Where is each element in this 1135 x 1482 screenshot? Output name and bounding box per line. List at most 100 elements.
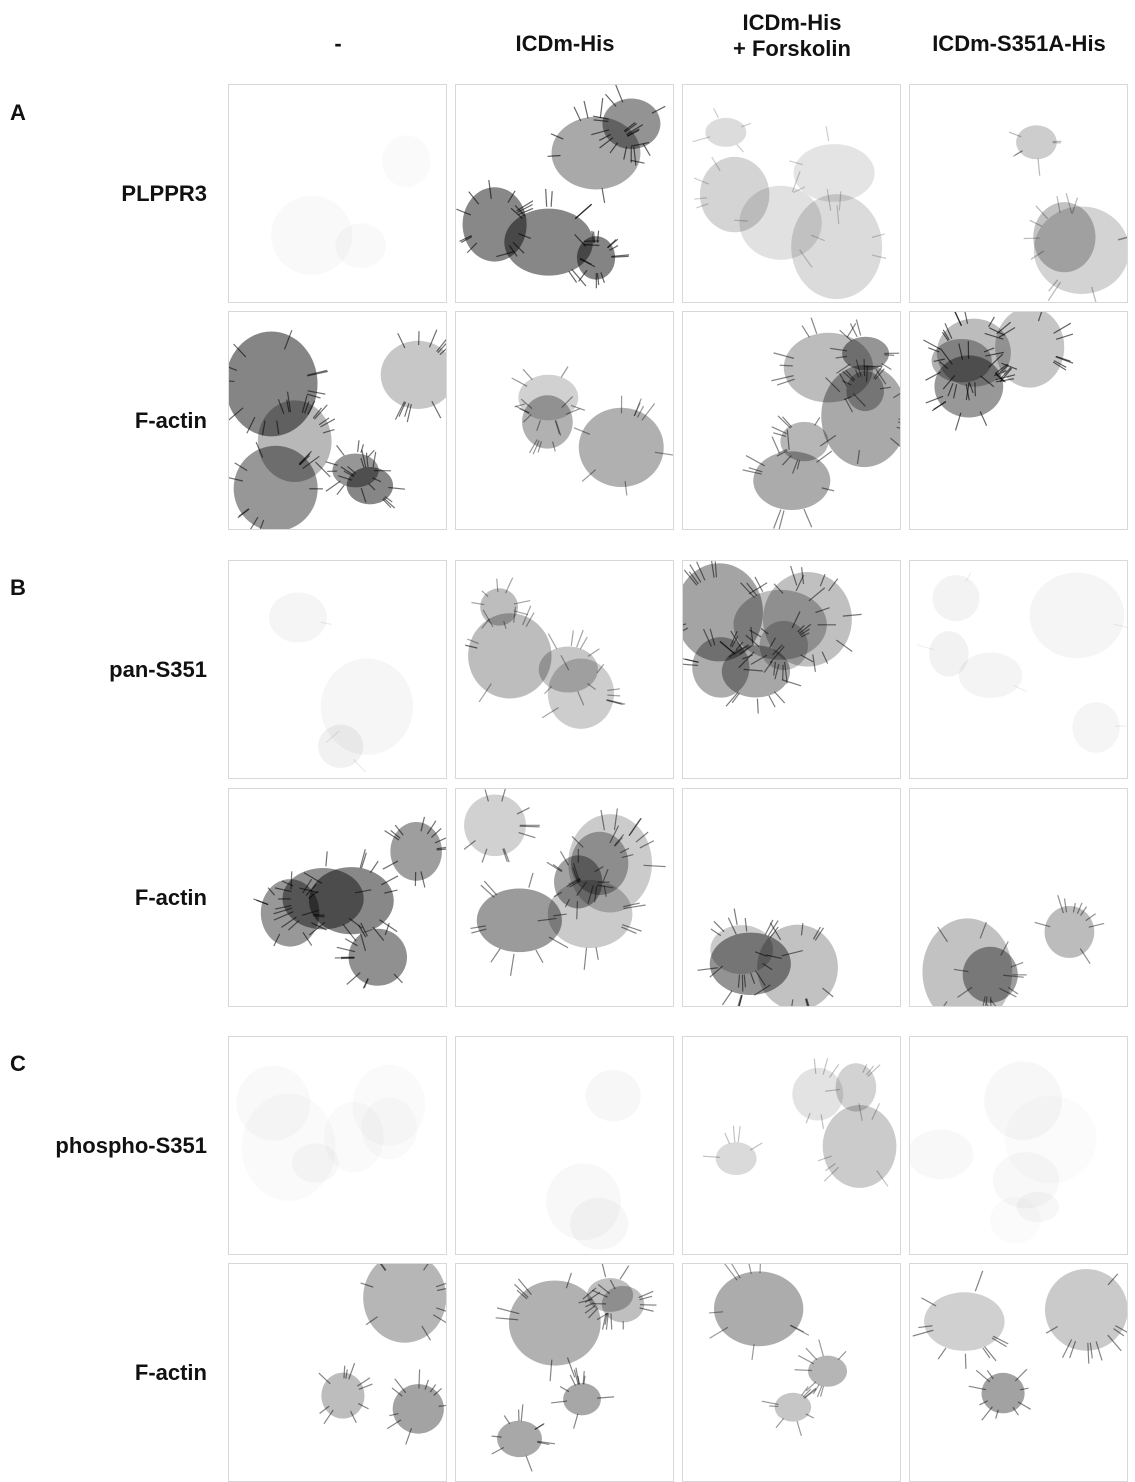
cell xyxy=(518,375,578,421)
filopodium xyxy=(492,1447,504,1454)
cell xyxy=(335,223,386,268)
filopodium xyxy=(1115,726,1126,727)
filopodium xyxy=(643,144,650,156)
filopodium xyxy=(693,137,710,142)
cell xyxy=(932,575,979,621)
filopodium xyxy=(838,1351,846,1359)
filopodium xyxy=(752,1344,754,1360)
micrograph xyxy=(228,788,447,1007)
cell xyxy=(509,1280,601,1365)
filopodium xyxy=(750,1143,762,1150)
micrograph xyxy=(455,84,674,303)
filopodium xyxy=(512,378,527,386)
filopodium xyxy=(765,920,773,935)
panel-letter: A xyxy=(10,100,26,126)
column-header: - xyxy=(228,31,448,57)
micrograph xyxy=(228,84,447,303)
filopodium xyxy=(746,456,765,466)
cell xyxy=(548,658,614,728)
micrograph-image xyxy=(910,85,1128,303)
filopodium xyxy=(722,991,732,1005)
filopodium xyxy=(737,145,744,153)
cell xyxy=(552,117,641,190)
micrograph xyxy=(682,84,901,303)
column-header: ICDm-His+ Forskolin xyxy=(682,10,902,62)
micrograph xyxy=(682,560,901,779)
filopodium xyxy=(776,1418,784,1427)
filopodium xyxy=(535,1423,545,1429)
filopodium xyxy=(734,220,747,221)
cell xyxy=(780,422,828,461)
filopodium xyxy=(584,948,586,970)
filopodium xyxy=(368,450,374,457)
filopodium xyxy=(975,1271,982,1292)
cell xyxy=(242,1094,336,1201)
micrograph-image xyxy=(683,1037,901,1255)
filopodium xyxy=(523,369,532,379)
filopodium xyxy=(772,437,779,453)
cell xyxy=(910,1129,973,1179)
filopodium xyxy=(769,696,775,708)
row-label: PLPPR3 xyxy=(121,181,207,207)
cell xyxy=(1017,1192,1060,1223)
filopodium xyxy=(326,851,327,866)
filopodium xyxy=(481,885,494,897)
filopodium xyxy=(714,108,719,117)
filopodium xyxy=(725,1133,730,1144)
micrograph-image xyxy=(229,1037,447,1255)
cell xyxy=(792,1068,843,1121)
filopodium xyxy=(580,637,587,649)
cell xyxy=(692,637,749,698)
cell xyxy=(924,1292,1005,1351)
filopodium xyxy=(982,1407,993,1421)
filopodium xyxy=(733,1126,734,1143)
micrograph xyxy=(455,560,674,779)
cell xyxy=(932,339,992,383)
micrograph-image xyxy=(910,1264,1128,1482)
cell xyxy=(1045,906,1095,958)
row-label: F-actin xyxy=(135,1360,207,1386)
cell xyxy=(1030,573,1125,659)
micrograph-image xyxy=(910,789,1128,1007)
panel-letter: C xyxy=(10,1051,26,1077)
micrograph xyxy=(455,311,674,530)
filopodium xyxy=(731,1264,741,1278)
micrograph-image xyxy=(683,85,901,303)
filopodium xyxy=(607,695,620,696)
row-label: F-actin xyxy=(135,885,207,911)
filopodium xyxy=(774,692,784,703)
filopodium xyxy=(337,485,344,495)
micrograph xyxy=(228,1036,447,1255)
micrograph-image xyxy=(683,1264,901,1482)
cell xyxy=(321,658,413,755)
filopodium xyxy=(584,101,588,118)
filopodium xyxy=(602,188,605,203)
filopodium xyxy=(353,759,365,772)
filopodium xyxy=(326,481,340,491)
cell xyxy=(794,144,875,202)
filopodium xyxy=(575,204,591,218)
filopodium xyxy=(798,1355,814,1363)
cell xyxy=(784,333,873,403)
filopodium xyxy=(811,318,817,334)
filopodium xyxy=(571,631,573,646)
filopodium xyxy=(802,326,809,338)
cell xyxy=(269,592,327,642)
cell xyxy=(739,186,821,260)
micrograph xyxy=(909,84,1128,303)
column-header-line: + Forskolin xyxy=(682,36,902,62)
cell xyxy=(586,1070,641,1121)
cell xyxy=(321,1373,364,1419)
filopodium xyxy=(757,699,758,714)
cell xyxy=(1016,125,1057,159)
micrograph xyxy=(228,311,447,530)
filopodium xyxy=(505,578,512,594)
filopodium xyxy=(819,1340,824,1357)
filopodium xyxy=(561,367,568,378)
filopodium xyxy=(588,649,599,657)
micrograph-image xyxy=(229,85,447,303)
filopodium xyxy=(797,1421,801,1436)
micrograph xyxy=(682,1263,901,1482)
cell xyxy=(229,331,318,436)
filopodium xyxy=(395,1379,406,1393)
